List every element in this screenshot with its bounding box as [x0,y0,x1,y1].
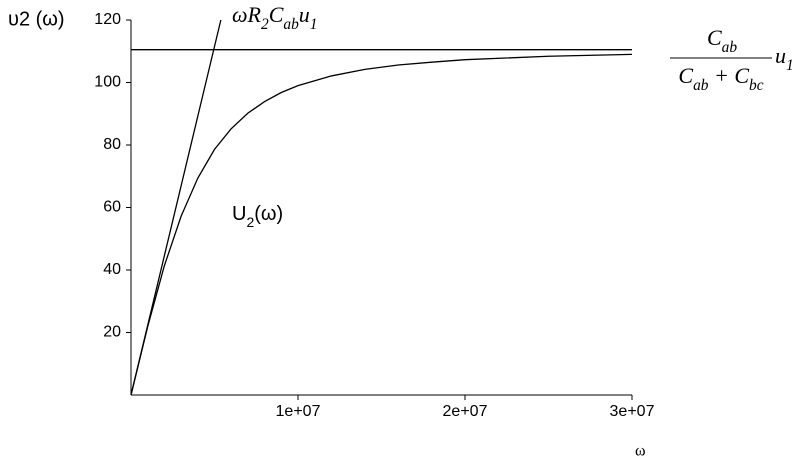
asymptote-denominator-part: C [678,63,693,88]
asymptote-factor: u1 [775,43,794,74]
tangent-label-part: C [269,2,284,27]
y-tick-label: 80 [103,136,121,153]
tangent-label: ωR2Cabu1 [232,2,317,33]
asymptote-denominator-part: + C [709,63,750,88]
curve-label: U2(ω) [232,203,283,229]
tangent-label-part: 1 [310,16,318,33]
tangent-label-part: ab [283,16,299,33]
y-tick-label: 100 [94,74,121,91]
tangent-label-part: ωR [232,2,262,27]
y-tick-label: 120 [94,11,121,28]
asymptote-denominator-part: ab [693,77,709,94]
asymptote-numerator: Cab [707,25,737,56]
asymptote-factor-part: 1 [786,57,794,74]
curve-label-part: 2 [246,214,254,230]
curve-label-part: (ω) [254,203,283,225]
y-tick-label: 20 [103,324,121,341]
asymptote-factor-part: u [775,43,786,68]
tangent-label-part: 2 [261,16,269,33]
line [130,19,222,396]
x-tick-label: 2e+07 [443,403,488,420]
tangent-label-part: u [299,2,310,27]
y-tick-label: 60 [103,199,121,216]
x-tick-label: 3e+07 [610,403,655,420]
asymptote-denominator-part: bc [749,77,764,94]
asymptote-numerator-part: C [707,25,722,50]
asymptote-numerator-part: ab [722,39,738,56]
y-tick-label: 40 [103,261,121,278]
asymptote-denominator: Cab + Cbc [678,63,763,94]
line [130,53,633,396]
x-tick-label: 1e+07 [276,403,321,420]
y-axis-label: υ2 (ω) [8,8,65,30]
x-axis-label: ω [635,443,646,460]
curve-label-part: U [232,203,246,225]
